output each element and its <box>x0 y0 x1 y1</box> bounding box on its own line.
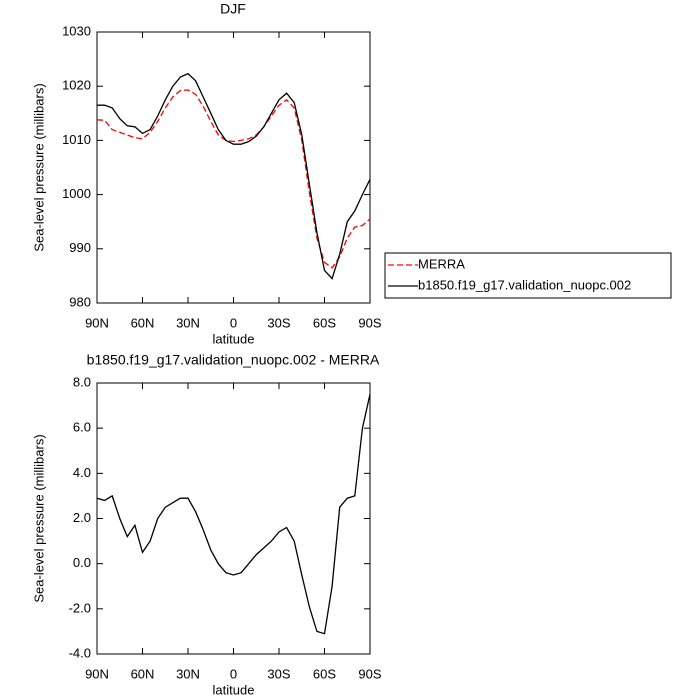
x-tick-label: 30N <box>176 666 200 681</box>
y-tick-label: 980 <box>69 294 91 309</box>
y-axis-label: Sea-level pressure (millibars) <box>31 83 46 251</box>
x-tick-label: 90S <box>358 666 381 681</box>
legend-label: MERRA <box>418 256 465 271</box>
chart-title: DJF <box>220 1 246 17</box>
plot-frame <box>96 382 371 655</box>
x-tick-label: 90N <box>85 315 109 330</box>
plot-frame <box>96 31 371 304</box>
y-tick-label: 1000 <box>62 186 91 201</box>
x-tick-label: 60N <box>131 666 155 681</box>
legend-box <box>384 252 672 299</box>
x-tick-label: 30S <box>267 666 290 681</box>
x-tick-label: 0 <box>230 315 237 330</box>
y-tick-label: 4.0 <box>73 465 91 480</box>
x-axis-label: latitude <box>213 682 255 697</box>
y-tick-label: 8.0 <box>73 374 91 389</box>
y-tick-label: 2.0 <box>73 510 91 525</box>
y-tick-label: 1010 <box>62 132 91 147</box>
x-tick-label: 60N <box>131 315 155 330</box>
x-axis-label: latitude <box>213 331 255 346</box>
y-tick-label: 6.0 <box>73 420 91 435</box>
y-tick-label: -4.0 <box>69 645 91 660</box>
x-tick-label: 90N <box>85 666 109 681</box>
x-tick-label: 30N <box>176 315 200 330</box>
y-tick-label: 1020 <box>62 78 91 93</box>
data-line <box>97 72 371 280</box>
x-tick-label: 60S <box>313 315 336 330</box>
x-tick-label: 90S <box>358 315 381 330</box>
y-axis-label: Sea-level pressure (millibars) <box>31 434 46 602</box>
y-tick-label: 1030 <box>62 23 91 38</box>
y-tick-label: 990 <box>69 240 91 255</box>
x-tick-label: 60S <box>313 666 336 681</box>
data-line <box>96 394 371 635</box>
data-line <box>96 89 371 269</box>
y-tick-label: -2.0 <box>69 600 91 615</box>
legend-label: b1850.f19_g17.validation_nuopc.002 <box>418 277 631 292</box>
chart-title: b1850.f19_g17.validation_nuopc.002 - MER… <box>87 352 380 368</box>
x-tick-label: 0 <box>230 666 237 681</box>
y-tick-label: 0.0 <box>73 555 91 570</box>
x-tick-label: 30S <box>267 315 290 330</box>
